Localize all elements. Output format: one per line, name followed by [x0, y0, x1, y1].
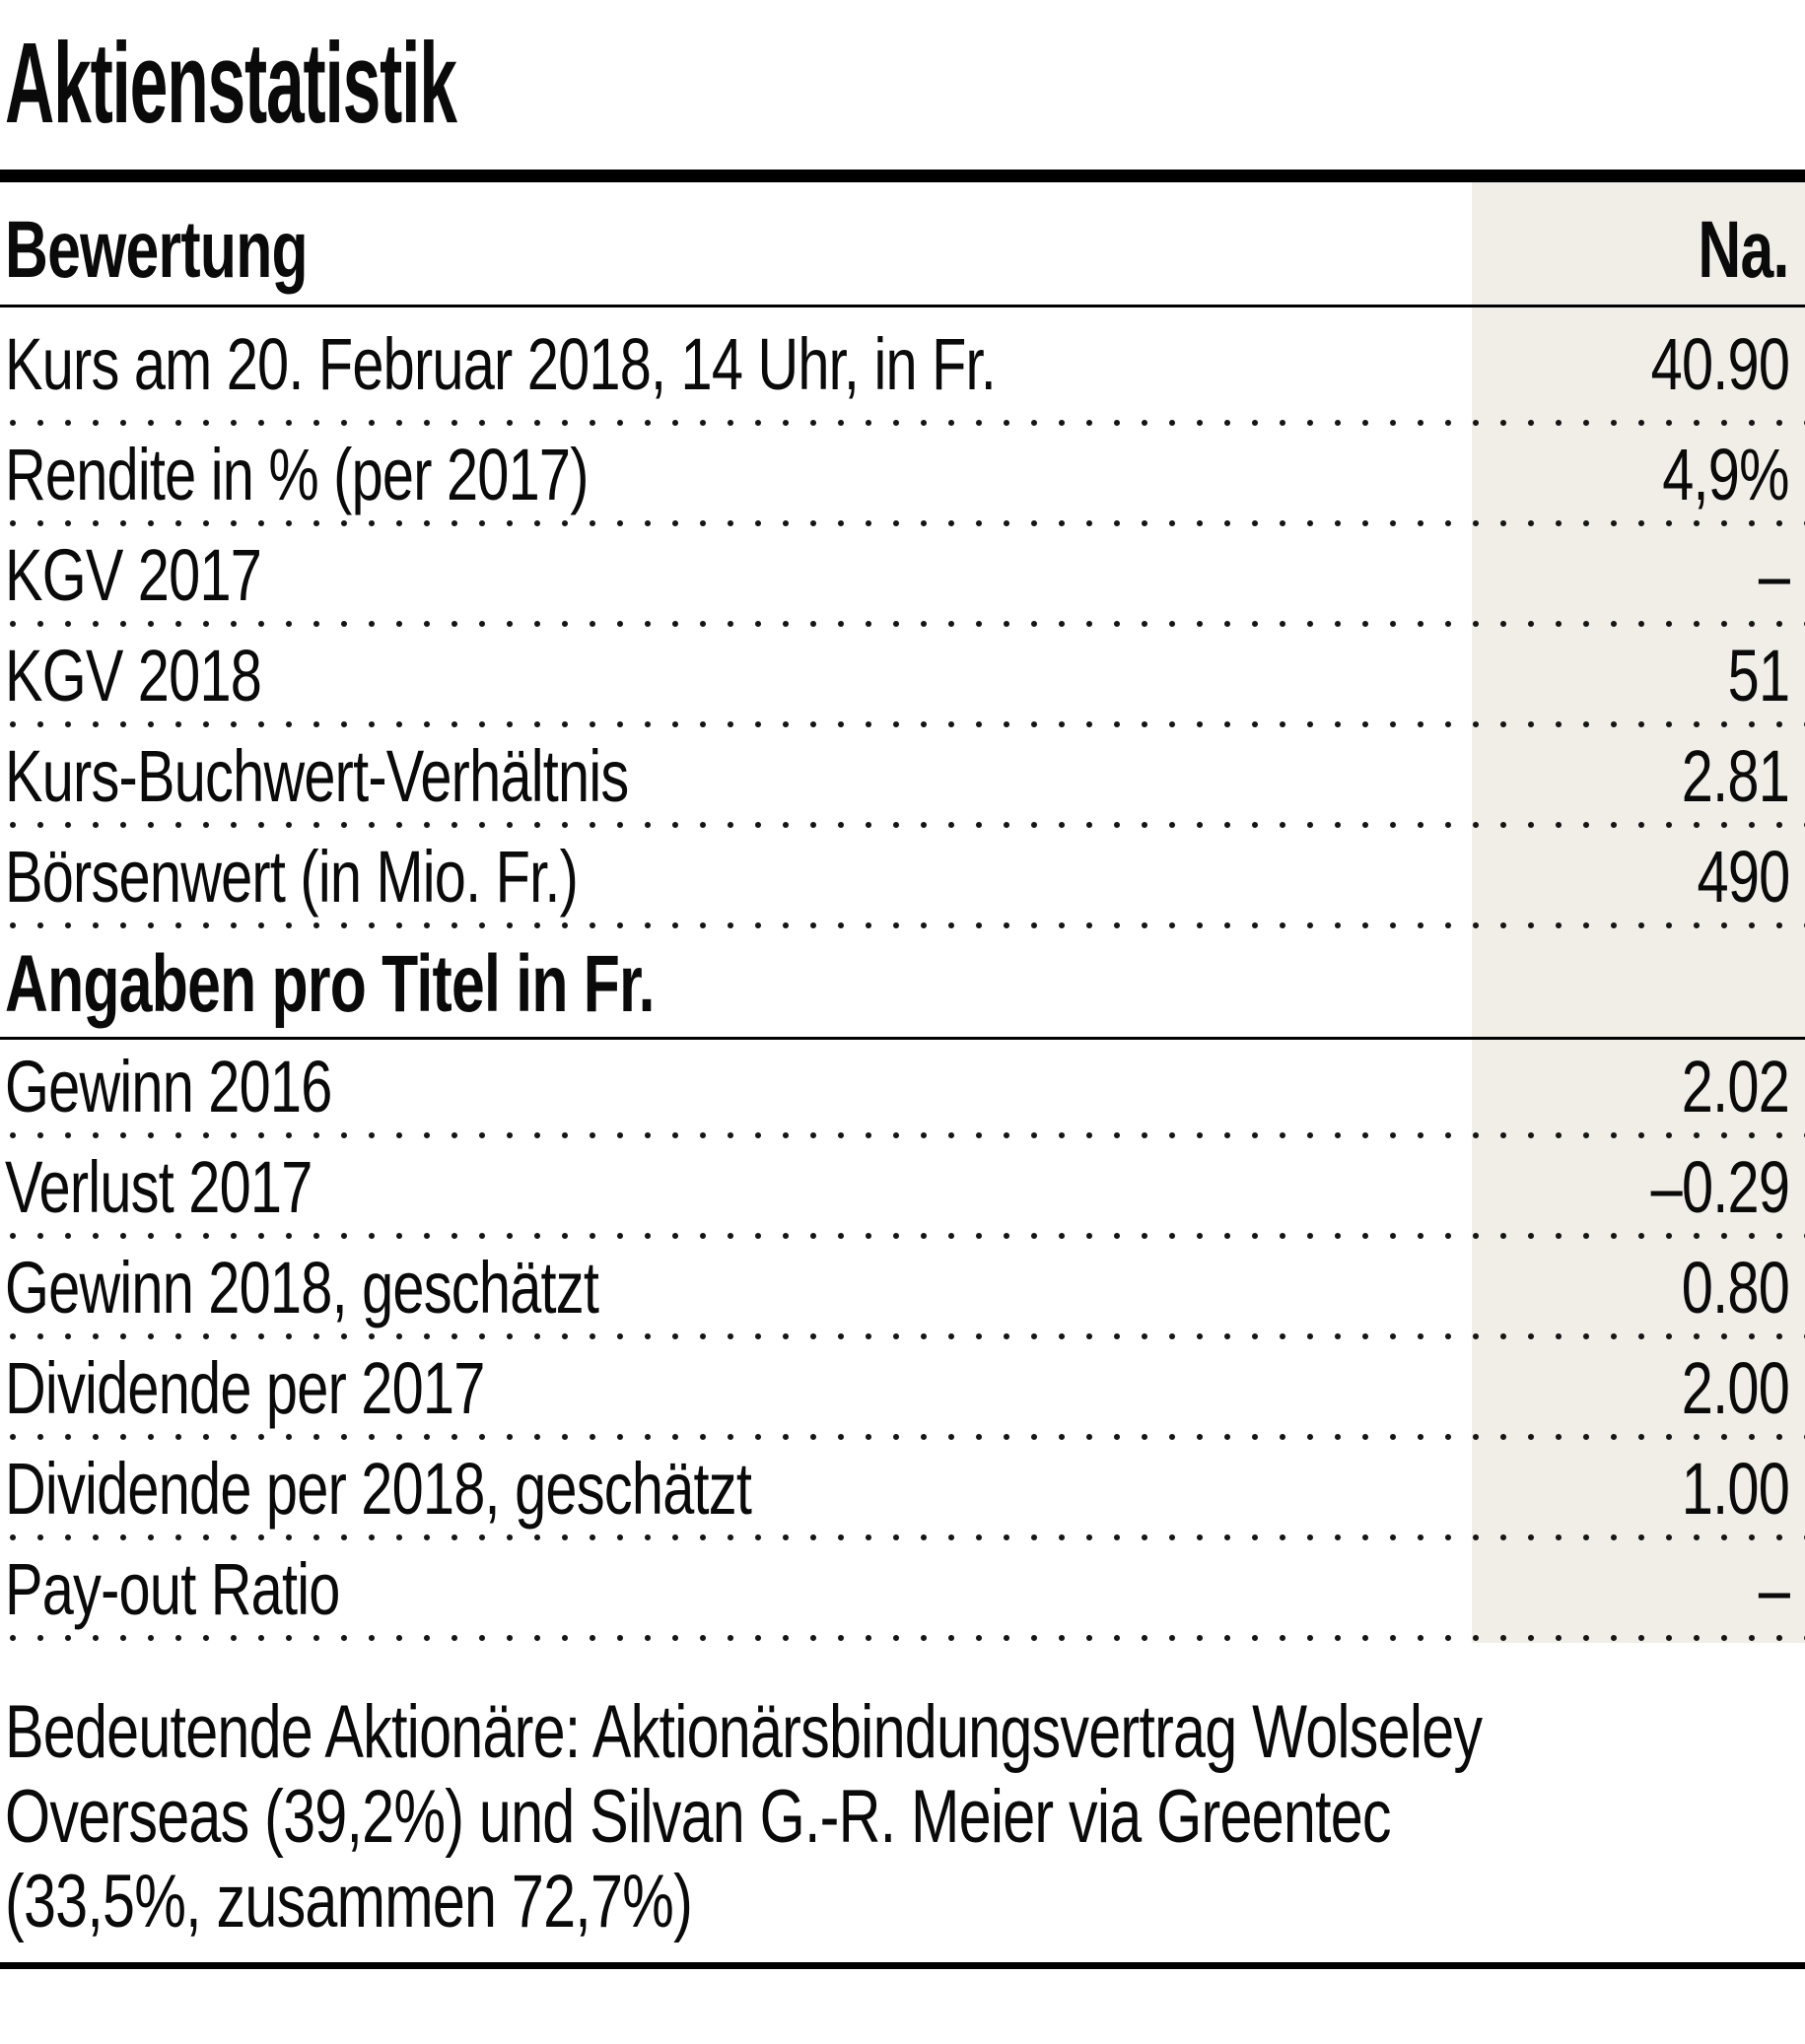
- row-label: Börsenwert (in Mio. Fr.): [5, 836, 579, 918]
- row-value: 490: [1697, 836, 1790, 918]
- section-header-bewertung: Bewertung Na.: [0, 182, 1805, 307]
- row-value: –: [1758, 1548, 1790, 1630]
- row-label: Rendite in % (per 2017): [5, 434, 589, 515]
- table-row: Gewinn 2018, geschätzt 0.80: [0, 1241, 1805, 1341]
- row-label: Dividende per 2017: [5, 1347, 485, 1429]
- row-label: Gewinn 2018, geschätzt: [5, 1247, 599, 1329]
- row-label: Dividende per 2018, geschätzt: [5, 1448, 752, 1530]
- shareholders-footnote: Bedeutende Aktionäre: Aktionärsbindungsv…: [5, 1690, 1805, 1944]
- row-value: 2.00: [1681, 1347, 1790, 1429]
- table-row: Kurs-Buchwert-Verhältnis 2.81: [0, 729, 1805, 830]
- row-value: 2.02: [1681, 1046, 1790, 1127]
- table-row: KGV 2018 51: [0, 629, 1805, 729]
- row-value: 2.81: [1681, 735, 1790, 817]
- row-value: 51: [1727, 635, 1789, 716]
- row-value: 0.80: [1681, 1247, 1790, 1329]
- row-label: Kurs am 20. Februar 2018, 14 Uhr, in Fr.: [5, 323, 997, 405]
- bottom-rule: [0, 1961, 1805, 1969]
- section-header-angaben: Angaben pro Titel in Fr.: [0, 930, 1805, 1040]
- table-row: Dividende per 2017 2.00: [0, 1341, 1805, 1442]
- row-label: Verlust 2017: [5, 1146, 312, 1228]
- footnote-line: Overseas (39,2%) und Silvan G.-R. Meier …: [5, 1774, 1392, 1859]
- table-row: Kurs am 20. Februar 2018, 14 Uhr, in Fr.…: [0, 307, 1805, 428]
- row-label: KGV 2018: [5, 635, 262, 716]
- table-row: Rendite in % (per 2017) 4,9%: [0, 428, 1805, 528]
- section-title: Angaben pro Titel in Fr.: [5, 939, 656, 1029]
- table-row: KGV 2017 –: [0, 528, 1805, 629]
- row-value: 40.90: [1650, 323, 1789, 405]
- row-value: 4,9%: [1662, 434, 1790, 515]
- row-value: 1.00: [1681, 1448, 1790, 1530]
- table-row: Pay-out Ratio –: [0, 1542, 1805, 1643]
- table-row: Dividende per 2018, geschätzt 1.00: [0, 1442, 1805, 1542]
- stats-table: Bewertung Na. Kurs am 20. Februar 2018, …: [0, 182, 1805, 1643]
- table-row: Börsenwert (in Mio. Fr.) 490: [0, 830, 1805, 930]
- footnote-line: Bedeutende Aktionäre: Aktionärsbindungsv…: [5, 1690, 1483, 1774]
- title-rule: [0, 170, 1805, 182]
- section-title: Bewertung: [5, 205, 309, 295]
- row-label: Gewinn 2016: [5, 1046, 332, 1127]
- row-value: –: [1758, 534, 1790, 616]
- row-label: Kurs-Buchwert-Verhältnis: [5, 735, 629, 817]
- table-row: Verlust 2017 –0.29: [0, 1140, 1805, 1241]
- row-label: KGV 2017: [5, 534, 262, 616]
- row-value: –0.29: [1650, 1146, 1789, 1228]
- footnote-line: (33,5%, zusammen 72,7%): [5, 1859, 693, 1943]
- table-row: Gewinn 2016 2.02: [0, 1040, 1805, 1140]
- value-column-header: Na.: [1698, 205, 1790, 295]
- page-title: Aktienstatistik: [5, 19, 457, 147]
- stock-statistics-clipping: Aktienstatistik Bewertung Na. Kurs am 20…: [0, 26, 1805, 2044]
- row-label: Pay-out Ratio: [5, 1548, 340, 1630]
